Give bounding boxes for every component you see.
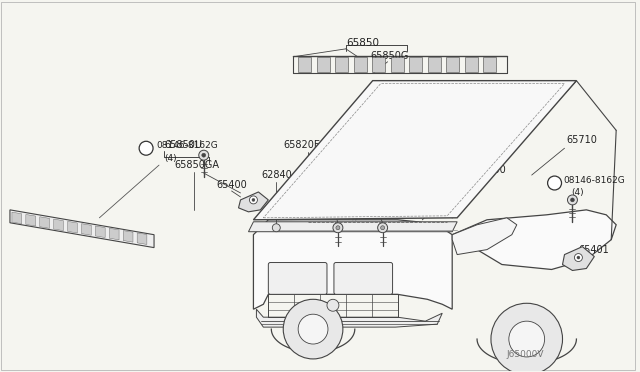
Polygon shape [81, 224, 92, 235]
Circle shape [378, 223, 388, 233]
Text: 65100: 65100 [475, 165, 506, 175]
Circle shape [327, 299, 339, 311]
Polygon shape [54, 219, 63, 231]
Text: (4): (4) [572, 189, 584, 198]
Circle shape [570, 198, 575, 202]
Polygon shape [257, 309, 442, 327]
Circle shape [199, 150, 209, 160]
Circle shape [491, 303, 563, 372]
Polygon shape [248, 222, 457, 232]
Text: B: B [552, 179, 557, 187]
Circle shape [336, 226, 340, 230]
Polygon shape [68, 221, 77, 233]
Bar [483, 57, 497, 72]
Circle shape [298, 314, 328, 344]
Text: 65710: 65710 [566, 135, 597, 145]
Polygon shape [109, 228, 119, 240]
Text: 65401: 65401 [579, 245, 609, 254]
Circle shape [509, 321, 545, 357]
Text: J65000V: J65000V [507, 350, 545, 359]
Text: 08146-8162G: 08146-8162G [156, 141, 218, 150]
Polygon shape [12, 212, 22, 224]
Text: 65722M: 65722M [310, 195, 349, 205]
Circle shape [250, 196, 257, 204]
Circle shape [575, 254, 582, 262]
Circle shape [272, 224, 280, 232]
Polygon shape [452, 218, 516, 254]
Bar [465, 57, 478, 72]
Polygon shape [253, 220, 452, 309]
Bar [410, 57, 422, 72]
Polygon shape [137, 233, 147, 244]
Circle shape [577, 256, 580, 259]
Text: 65400: 65400 [217, 180, 248, 190]
Polygon shape [40, 217, 49, 228]
Polygon shape [452, 210, 616, 269]
Bar [354, 57, 367, 72]
Bar [335, 57, 348, 72]
Polygon shape [563, 247, 595, 270]
Circle shape [284, 299, 343, 359]
Text: 08146-8162G: 08146-8162G [563, 176, 625, 185]
Polygon shape [95, 226, 105, 238]
Text: B: B [143, 144, 149, 153]
Text: 62840: 62840 [261, 170, 292, 180]
Bar [391, 57, 404, 72]
Polygon shape [239, 192, 268, 212]
Polygon shape [253, 81, 577, 220]
Bar [298, 57, 311, 72]
Circle shape [139, 141, 153, 155]
Text: 65820E: 65820E [284, 140, 320, 150]
Polygon shape [26, 215, 36, 226]
FancyBboxPatch shape [268, 263, 327, 294]
FancyBboxPatch shape [334, 263, 392, 294]
Circle shape [548, 176, 561, 190]
Bar [446, 57, 460, 72]
Text: 65512: 65512 [365, 195, 397, 205]
Circle shape [381, 226, 385, 230]
Circle shape [252, 198, 255, 201]
Bar [372, 57, 385, 72]
Bar [428, 57, 441, 72]
Circle shape [202, 153, 205, 157]
Text: 65850: 65850 [346, 38, 379, 48]
Text: (4): (4) [164, 154, 177, 163]
Polygon shape [124, 231, 133, 242]
Polygon shape [10, 210, 154, 248]
Text: 65850U: 65850U [164, 140, 202, 150]
Bar [317, 57, 330, 72]
Text: 65850G: 65850G [371, 51, 409, 61]
Circle shape [568, 195, 577, 205]
Circle shape [333, 223, 343, 233]
Text: 65850GA: 65850GA [174, 160, 219, 170]
Text: 65820: 65820 [394, 190, 424, 200]
